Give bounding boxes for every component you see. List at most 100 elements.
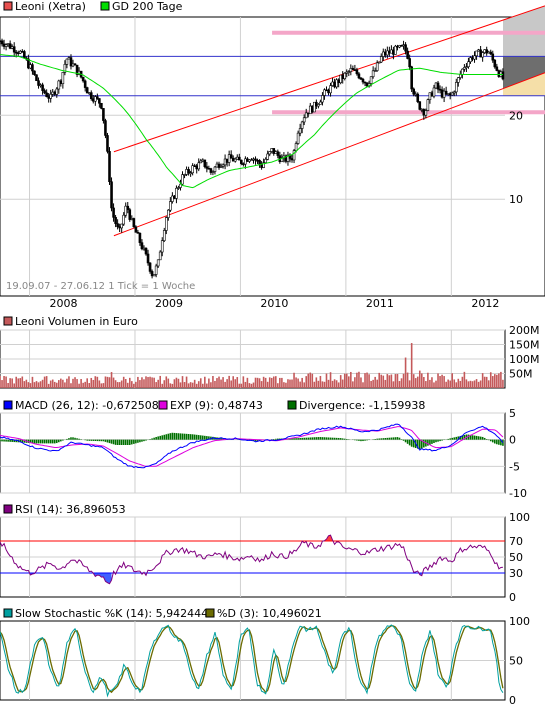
candle-body — [475, 50, 478, 57]
candle-body — [197, 162, 201, 170]
macd-line — [0, 423, 504, 469]
candle-body — [171, 195, 174, 202]
candle-body — [187, 169, 190, 174]
candle-body — [104, 120, 107, 136]
candle-body — [81, 76, 85, 82]
macd-y-tick-labels: -10 -5 0 5 — [509, 407, 527, 500]
candle-body — [227, 154, 231, 163]
candle-body — [359, 77, 363, 80]
candle-body — [357, 73, 361, 79]
candle-body — [426, 99, 430, 111]
candle-body — [14, 51, 18, 54]
candle-body — [221, 164, 225, 167]
candle-body — [258, 160, 261, 165]
candle-body — [361, 78, 365, 83]
y-tick-label: 30 — [509, 567, 523, 580]
legend-stoch-d-label: %D (3): 10,496021 — [217, 607, 322, 620]
candle-body — [179, 183, 182, 188]
candle-body — [420, 109, 424, 111]
candle-body — [325, 89, 328, 92]
candle-body — [215, 163, 219, 168]
legend-swatch-price — [3, 1, 13, 11]
candle-body — [16, 52, 20, 54]
candle-body — [91, 98, 95, 102]
candle-body — [59, 80, 63, 85]
candle-body — [100, 102, 103, 109]
x-axis-year-labels: 2008 2009 2010 2011 2012 — [50, 297, 500, 310]
candle-body — [416, 93, 420, 102]
candle-body — [138, 232, 142, 243]
candle-body — [130, 218, 134, 220]
candle-body — [2, 43, 6, 47]
candle-body — [317, 104, 320, 107]
candle-body — [345, 71, 349, 74]
price-horizontal-grid — [0, 114, 505, 200]
candle-body — [276, 151, 280, 156]
legend-swatch-volume — [3, 316, 13, 326]
candle-body — [43, 90, 46, 94]
candle-body — [414, 93, 418, 96]
price-panel: Leoni (Xetra) GD 200 Tage 10 20 19.09.07 … — [0, 0, 545, 310]
candle-body — [446, 93, 450, 95]
candle-body — [442, 90, 446, 98]
candle-body — [477, 49, 480, 52]
candle-body — [57, 80, 61, 90]
candle-body — [469, 57, 472, 63]
candle-body — [272, 148, 276, 154]
candle-body — [355, 69, 359, 75]
candle-body — [479, 49, 482, 58]
candle-body — [412, 88, 415, 95]
candle-body — [390, 49, 393, 54]
candle-body — [209, 168, 213, 173]
candle-body — [169, 201, 172, 211]
stochastic-y-tick-labels: 0 50 100 — [509, 615, 530, 707]
stochastic-panel: Slow Stochastic %K (14): 5,942444 %D (3)… — [0, 607, 530, 707]
legend-stoch-k-label: Slow Stochastic %K (14): 5,942444 — [15, 607, 208, 620]
candle-body — [37, 80, 40, 86]
candle-body — [292, 150, 296, 161]
candle-body — [424, 110, 428, 116]
candle-body — [256, 160, 259, 162]
candle-body — [501, 71, 505, 80]
y-tick-label: 100M — [509, 353, 540, 366]
y-tick-label: 70 — [509, 535, 523, 548]
candle-body — [65, 58, 69, 65]
candle-body — [6, 43, 10, 45]
candle-body — [438, 88, 442, 91]
y-tick-label: 10 — [509, 193, 523, 206]
candle-body — [353, 69, 357, 71]
candle-body — [335, 79, 338, 88]
candle-body — [23, 51, 26, 59]
x-tick-label: 2008 — [50, 297, 78, 310]
candle-body — [296, 132, 300, 144]
candle-body — [436, 82, 440, 90]
candle-body — [96, 96, 99, 99]
candle-body — [205, 166, 209, 169]
candle-body — [132, 218, 136, 228]
x-tick-label: 2009 — [155, 297, 183, 310]
candle-body — [152, 274, 156, 277]
candle-body — [181, 174, 184, 185]
legend-rsi-label: RSI (14): 36,896053 — [15, 503, 126, 516]
candle-body — [223, 158, 227, 166]
candle-body — [495, 66, 499, 71]
candle-body — [388, 50, 391, 54]
y-tick-label: 50M — [509, 368, 533, 381]
candle-body — [126, 205, 130, 210]
candle-body — [473, 55, 476, 60]
candle-body — [454, 82, 458, 93]
candle-body — [146, 253, 150, 264]
channel-upper-line — [113, 5, 545, 153]
candle-body — [33, 70, 36, 76]
candle-body — [254, 158, 257, 161]
candle-body — [110, 181, 113, 209]
candle-body — [154, 265, 158, 275]
volume-bars — [0, 343, 504, 388]
volume-horizontal-grid — [0, 329, 505, 374]
candle-body — [189, 172, 192, 175]
candle-body — [321, 95, 324, 103]
candle-body — [310, 105, 314, 113]
candle-body — [158, 251, 162, 261]
